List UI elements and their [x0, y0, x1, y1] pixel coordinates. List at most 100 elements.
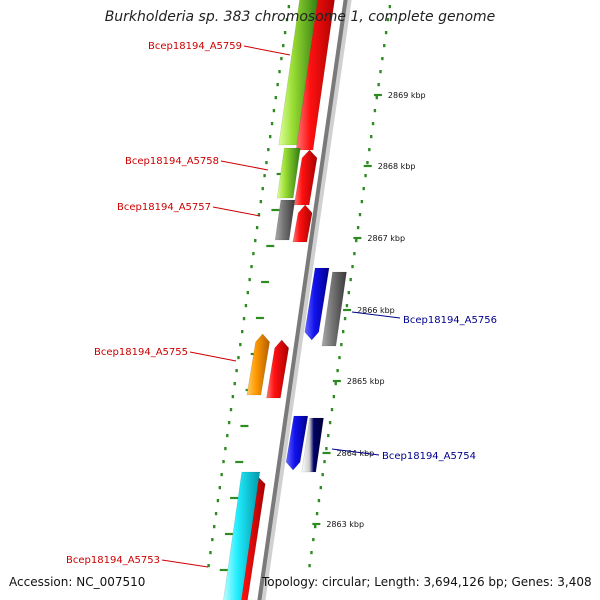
ring-dot: [366, 161, 369, 165]
scale-tick-label: 2865 kbp: [347, 377, 385, 386]
ring-dot: [373, 109, 377, 113]
gene-label: Bcep18194_A5757: [117, 202, 211, 213]
ring-dot: [255, 226, 259, 230]
ring-dot: [323, 460, 326, 464]
ring-dot: [334, 382, 337, 386]
ring-dot: [282, 44, 285, 48]
ring-dot: [276, 83, 279, 87]
ring-dot: [239, 343, 242, 347]
ring-dot: [332, 395, 336, 399]
ring-dot: [386, 18, 390, 22]
ring-dot: [360, 200, 364, 204]
ring-dot: [388, 5, 392, 9]
ring-dot: [369, 135, 373, 139]
ring-dot: [278, 70, 281, 74]
ring-dot: [226, 434, 229, 438]
gene-segment-red: [293, 149, 318, 206]
ring-dot: [216, 499, 220, 503]
ring-dot: [317, 499, 321, 503]
gene-label: Bcep18194_A5758: [125, 156, 219, 167]
ring-dot: [270, 122, 274, 126]
ring-dot: [209, 551, 212, 555]
scale-tick-label: 2867 kbp: [367, 234, 405, 243]
ring-dot: [336, 369, 339, 373]
gene-labels: Bcep18194_A5759 Bcep18194_A5758 Bcep18194_…: [66, 41, 497, 568]
ring-dot: [358, 213, 362, 217]
ring-dot: [325, 447, 328, 451]
ring-dot: [265, 161, 268, 165]
ring-dot: [308, 564, 311, 568]
gene-bcep18194-a5757: [274, 199, 296, 241]
ring-dot: [349, 278, 352, 282]
ring-dot: [362, 187, 365, 191]
ring-dot: [224, 447, 227, 451]
genome-summary-text: Topology: circular; Length: 3,694,126 bp…: [262, 575, 592, 589]
ring-dot: [237, 356, 240, 360]
ring-dot: [314, 525, 317, 529]
scale-tick-label: 2866 kbp: [357, 306, 395, 315]
scale-tick-label: 2864 kbp: [337, 449, 375, 458]
ring-dot: [319, 486, 322, 490]
ring-dot: [252, 252, 255, 256]
gene-label: Bcep18194_A5759: [148, 41, 242, 52]
label-leader-line: [212, 206, 261, 217]
ring-dot: [353, 252, 356, 256]
ring-dot: [355, 239, 358, 243]
label-leader-line: [220, 160, 269, 171]
ring-dot: [327, 434, 330, 438]
ring-dot: [379, 70, 382, 74]
ring-dot: [242, 317, 246, 321]
ring-dot: [250, 265, 253, 269]
ring-dot: [371, 122, 375, 126]
ring-dot: [240, 330, 244, 334]
label-leader-line: [243, 45, 291, 56]
gene-label: Bcep18194_A5755: [94, 347, 188, 358]
ring-dot: [347, 291, 350, 295]
ring-dot: [246, 291, 249, 295]
gene-bcep18194-a5754: [301, 417, 324, 473]
ring-dot: [283, 31, 287, 35]
ring-dot: [321, 473, 324, 477]
scale-tick-label: 2863 kbp: [326, 520, 364, 529]
scale-ticks: 2869 kbp 2868 kbp 2867 kbp 2866 kbp 2865 kbp…: [312, 91, 426, 529]
gene-segment-red: [292, 204, 313, 243]
ring-dot: [280, 57, 283, 61]
ring-dot: [231, 395, 235, 399]
feature-ring-dots: [207, 5, 392, 568]
ring-dot: [384, 31, 388, 35]
ring-dot: [263, 174, 266, 178]
gene-label: Bcep18194_A5754: [382, 451, 476, 462]
ring-dot: [248, 278, 251, 282]
ring-dot: [356, 226, 360, 230]
ring-dot: [222, 460, 225, 464]
ring-dot: [315, 512, 319, 516]
ring-dot: [268, 135, 272, 139]
gene-bcep18194-a5756: [321, 271, 347, 347]
gene-bcep18194-a5759: [278, 0, 318, 146]
gene-label: Bcep18194_A5753: [66, 555, 160, 566]
ring-dot: [351, 265, 354, 269]
gene-features: [223, 0, 347, 600]
gene-bcep18194-a5755: [246, 333, 270, 396]
label-leader-line: [351, 311, 401, 319]
ring-dot: [227, 421, 231, 425]
label-leader-line: [161, 559, 209, 568]
ring-dot: [272, 109, 276, 113]
ring-dot: [207, 564, 210, 568]
ring-dot: [345, 304, 349, 308]
gene-bcep18194-a5753: [223, 471, 261, 600]
ring-dot: [310, 551, 313, 555]
ring-dot: [287, 5, 291, 9]
ring-dot: [211, 538, 214, 542]
ring-dot: [235, 369, 238, 373]
ring-dot: [338, 356, 341, 360]
ring-dot: [220, 473, 223, 477]
label-leader-line: [331, 448, 380, 456]
ring-dot: [377, 83, 380, 87]
ring-dot: [312, 538, 315, 542]
ring-dot: [229, 408, 233, 412]
ring-dot: [375, 96, 378, 100]
ring-dot: [340, 343, 343, 347]
ring-dot: [330, 408, 334, 412]
